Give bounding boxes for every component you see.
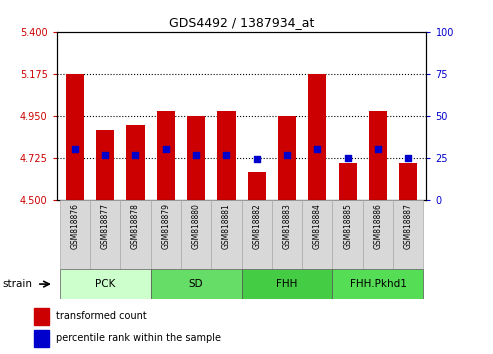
Text: GSM818877: GSM818877: [101, 204, 109, 250]
Point: [101, 152, 109, 158]
Text: FHH.Pkhd1: FHH.Pkhd1: [350, 279, 406, 289]
Bar: [332, 269, 423, 299]
Bar: [363, 200, 393, 269]
Bar: [126, 125, 144, 200]
Bar: [90, 200, 120, 269]
Bar: [34, 330, 49, 347]
Point: [222, 152, 230, 158]
Bar: [399, 162, 418, 200]
Point: [283, 152, 291, 158]
Text: GSM818886: GSM818886: [374, 204, 383, 249]
Bar: [151, 269, 242, 299]
Bar: [242, 269, 332, 299]
Text: strain: strain: [3, 279, 33, 289]
Text: percentile rank within the sample: percentile rank within the sample: [56, 333, 221, 343]
Bar: [272, 200, 302, 269]
Text: GSM818879: GSM818879: [161, 204, 170, 250]
Point: [374, 146, 382, 152]
Text: SD: SD: [189, 279, 204, 289]
Bar: [308, 74, 326, 200]
Point: [404, 155, 412, 161]
Bar: [120, 200, 151, 269]
Bar: [157, 111, 175, 200]
Bar: [242, 200, 272, 269]
Text: FHH: FHH: [277, 279, 298, 289]
Text: transformed count: transformed count: [56, 311, 146, 321]
Text: GSM818884: GSM818884: [313, 204, 322, 249]
Bar: [151, 200, 181, 269]
Text: GSM818887: GSM818887: [404, 204, 413, 249]
Bar: [393, 200, 423, 269]
Bar: [332, 200, 363, 269]
Bar: [66, 74, 84, 200]
Point: [132, 152, 140, 158]
Title: GDS4492 / 1387934_at: GDS4492 / 1387934_at: [169, 16, 314, 29]
Text: GSM818882: GSM818882: [252, 204, 261, 249]
Bar: [339, 162, 357, 200]
Bar: [34, 308, 49, 325]
Point: [253, 156, 261, 162]
Bar: [278, 116, 296, 200]
Text: GSM818876: GSM818876: [70, 204, 79, 250]
Point: [314, 146, 321, 152]
Text: GSM818880: GSM818880: [192, 204, 201, 249]
Bar: [369, 111, 387, 200]
Text: GSM818883: GSM818883: [282, 204, 291, 249]
Bar: [187, 116, 205, 200]
Text: GSM818881: GSM818881: [222, 204, 231, 249]
Point: [71, 146, 79, 152]
Point: [162, 146, 170, 152]
Bar: [217, 111, 236, 200]
Bar: [96, 130, 114, 200]
Text: GSM818878: GSM818878: [131, 204, 140, 249]
Bar: [211, 200, 242, 269]
Text: GSM818885: GSM818885: [343, 204, 352, 249]
Bar: [181, 200, 211, 269]
Text: PCK: PCK: [95, 279, 115, 289]
Point: [192, 152, 200, 158]
Point: [344, 155, 352, 161]
Bar: [247, 172, 266, 200]
Bar: [60, 269, 151, 299]
Bar: [302, 200, 332, 269]
Bar: [60, 200, 90, 269]
